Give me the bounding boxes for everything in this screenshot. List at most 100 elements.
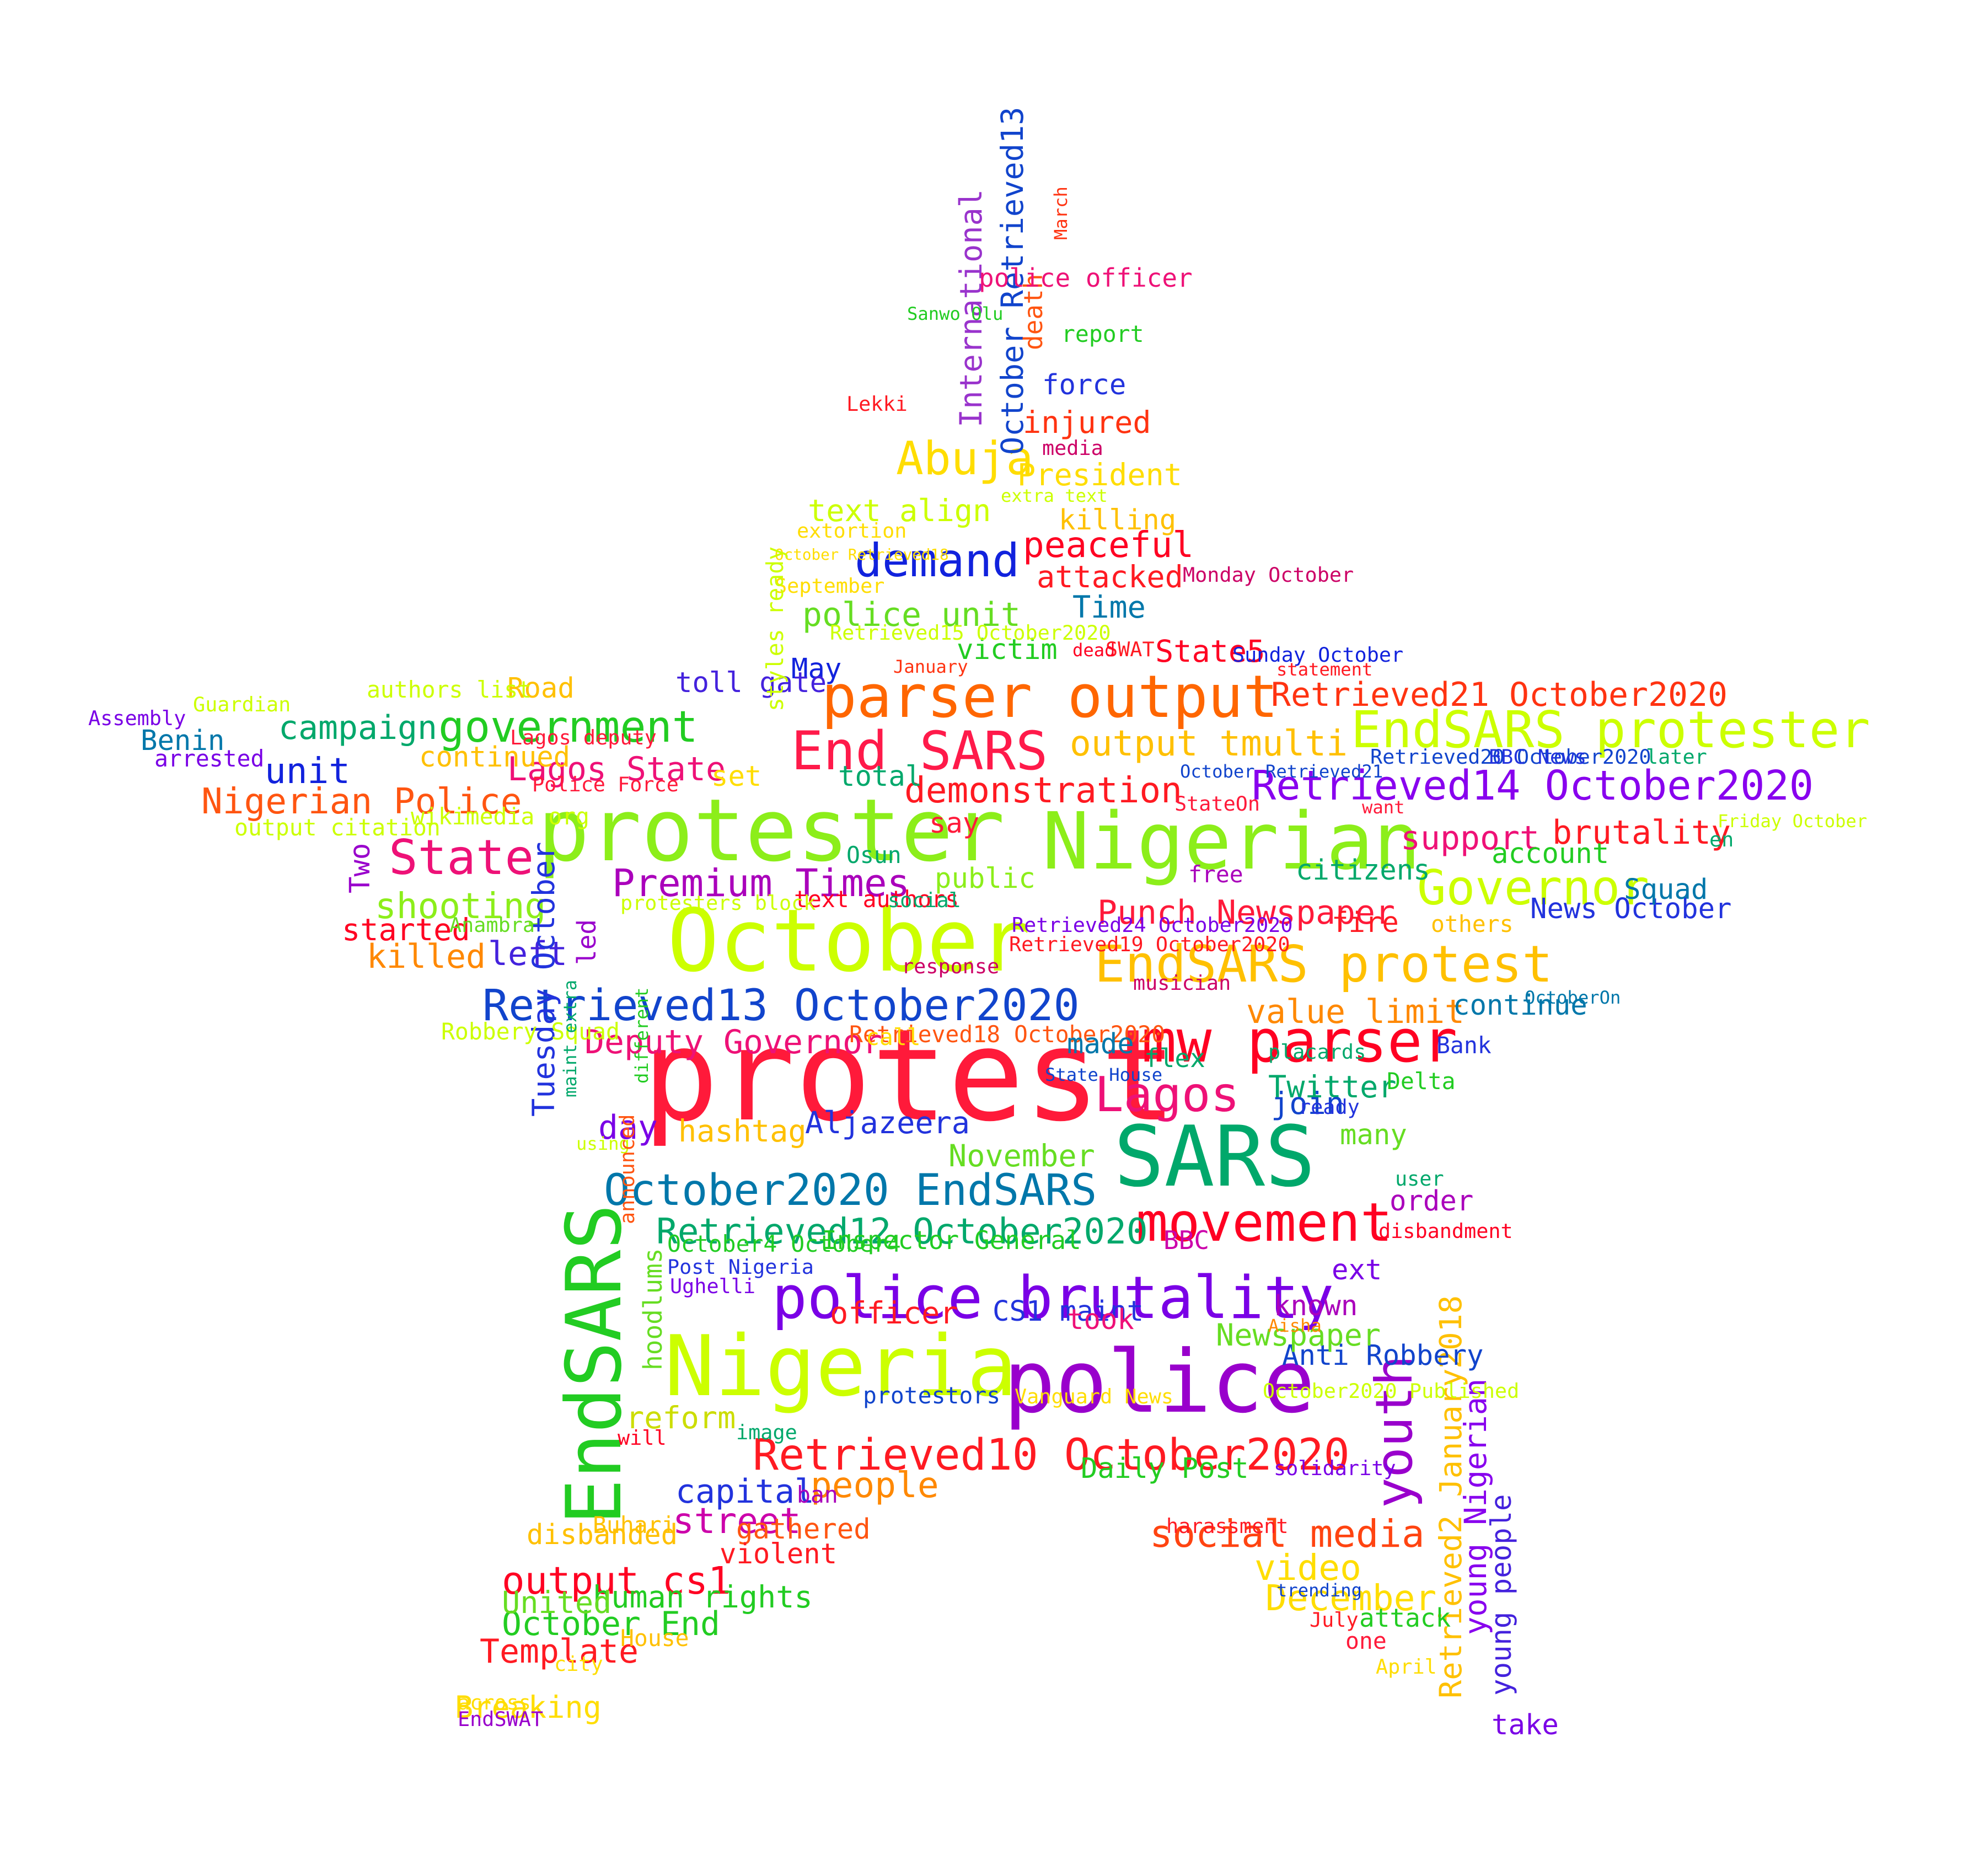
cloud-word: Retrieved24 October2020 [1012,913,1293,937]
cloud-word: maint extra [560,980,581,1097]
cloud-word: order [1390,1184,1473,1217]
cloud-word: say [929,807,979,839]
cloud-word: demonstration [904,770,1182,811]
cloud-word: Time [1072,590,1146,625]
cloud-word: attack [1359,1603,1451,1633]
cloud-word: force [1042,368,1126,401]
cloud-word: Assembly [88,706,186,730]
cloud-word: death [1018,274,1048,350]
cloud-word: want [1362,797,1405,818]
cloud-word: officer [830,1296,958,1331]
cloud-word: Ughelli [670,1274,755,1298]
cloud-word: Vanguard News [1015,1385,1173,1408]
cloud-word: Retrieved14 October2020 [1252,763,1814,810]
cloud-word: Sanwo Olu [907,303,1003,324]
cloud-word: October Retrieved21 [1180,761,1383,782]
cloud-word: State House [1045,1064,1162,1085]
cloud-word: media [1042,436,1103,460]
cloud-word: Anambra [449,913,535,937]
cloud-word: Retrieved18 October2020 [849,1021,1165,1048]
cloud-word: capital [675,1472,814,1511]
cloud-word: Two [344,843,376,893]
cloud-word: International [954,189,989,427]
cloud-word: March [1050,186,1071,240]
cloud-word: street [673,1500,801,1542]
cloud-word: city [554,1652,603,1676]
cloud-word: injured [1023,405,1151,441]
cloud-word: different [631,988,652,1084]
cloud-word: Squad [1624,873,1708,905]
cloud-word: started [342,913,470,948]
cloud-word: output citation [234,814,441,841]
cloud-word: House [620,1625,689,1652]
cloud-word: EndSARS [550,1204,639,1525]
cloud-word: President [1017,458,1182,493]
cloud-word: announced [615,1114,639,1224]
cloud-word: CS1 maint [993,1295,1144,1327]
cloud-word: September [775,574,884,598]
cloud-word: EndSARS protest [1095,935,1553,994]
cloud-word: Lagos deputy [510,726,657,749]
cloud-word: protest [642,1003,1177,1150]
cloud-word: day [598,1108,658,1147]
cloud-word: October Retrieved13 [995,107,1031,455]
cloud-word: peaceful [1023,524,1194,566]
cloud-word: April [1376,1655,1437,1679]
cloud-word: social [888,888,961,912]
cloud-word: one [1345,1628,1387,1654]
cloud-word: reform [626,1401,736,1436]
cloud-word: made [1067,1027,1134,1060]
cloud-word: Template [480,1632,639,1671]
cloud-word: protestors [863,1382,1000,1409]
cloud-word: many [1340,1118,1407,1151]
cloud-word: using [576,1133,630,1154]
cloud-word: led [572,919,602,965]
cloud-word: Monday October [1183,563,1354,587]
cloud-word: protesters block [620,891,816,915]
cloud-word: October2020 EndSARS [604,1165,1097,1215]
cloud-word: October [667,891,1031,991]
cloud-word: left [488,935,567,973]
cloud-word: solidarity [1274,1456,1396,1480]
cloud-word: police officer [979,263,1193,293]
cloud-word: support [1401,819,1539,857]
cloud-word: continued [419,741,570,773]
cloud-word: musician [1133,971,1231,995]
cloud-word: known [1274,1289,1358,1322]
cloud-word: value limit [1246,993,1465,1031]
cloud-word: ban [797,1482,838,1508]
cloud-word: Nigeria [664,1317,1017,1415]
cloud-word: youth [1365,1355,1424,1508]
cloud-word: demand [855,534,1020,587]
cloud-word: Robbery Squad [441,1019,620,1045]
cloud-word: Retrieved19 October2020 [1009,932,1290,956]
cloud-word: later [1646,745,1707,769]
cloud-word: image [736,1421,797,1444]
cloud-word: Lekki [846,392,908,416]
cloud-word: Retrieved21 October2020 [1271,676,1728,714]
cloud-word: en [1709,828,1734,851]
cloud-word: statement [1276,659,1372,680]
cloud-word: brutality [1552,813,1731,852]
cloud-word: Nigerian [1042,796,1421,887]
cloud-word: response [902,955,999,978]
cloud-word: Twitter [1268,1070,1397,1105]
cloud-word: July [1310,1608,1359,1632]
cloud-word: take [1492,1708,1559,1741]
cloud-word: output tmulti [1070,723,1348,764]
cloud-word: October4 October4 [667,1231,901,1257]
cloud-word: disbanded [527,1518,678,1551]
cloud-word: Inspector General [822,1225,1081,1255]
cloud-word: October2020 Published [1263,1379,1519,1403]
cloud-word: parser output [822,663,1278,731]
cloud-word: Buhari [593,1512,675,1539]
cloud-word: call [866,1024,921,1050]
cloud-word: Bank [1436,1032,1492,1059]
cloud-word: killed [367,937,486,976]
cloud-word: Retrieved15 October2020 [830,621,1111,645]
cloud-word: Aisha [1268,1315,1322,1336]
cloud-word: Friday October [1718,811,1867,832]
cloud-word: Delta [1387,1068,1456,1095]
cloud-word: placards [1268,1040,1366,1064]
cloud-word: Retrieved12 October2020 [656,1211,1148,1252]
